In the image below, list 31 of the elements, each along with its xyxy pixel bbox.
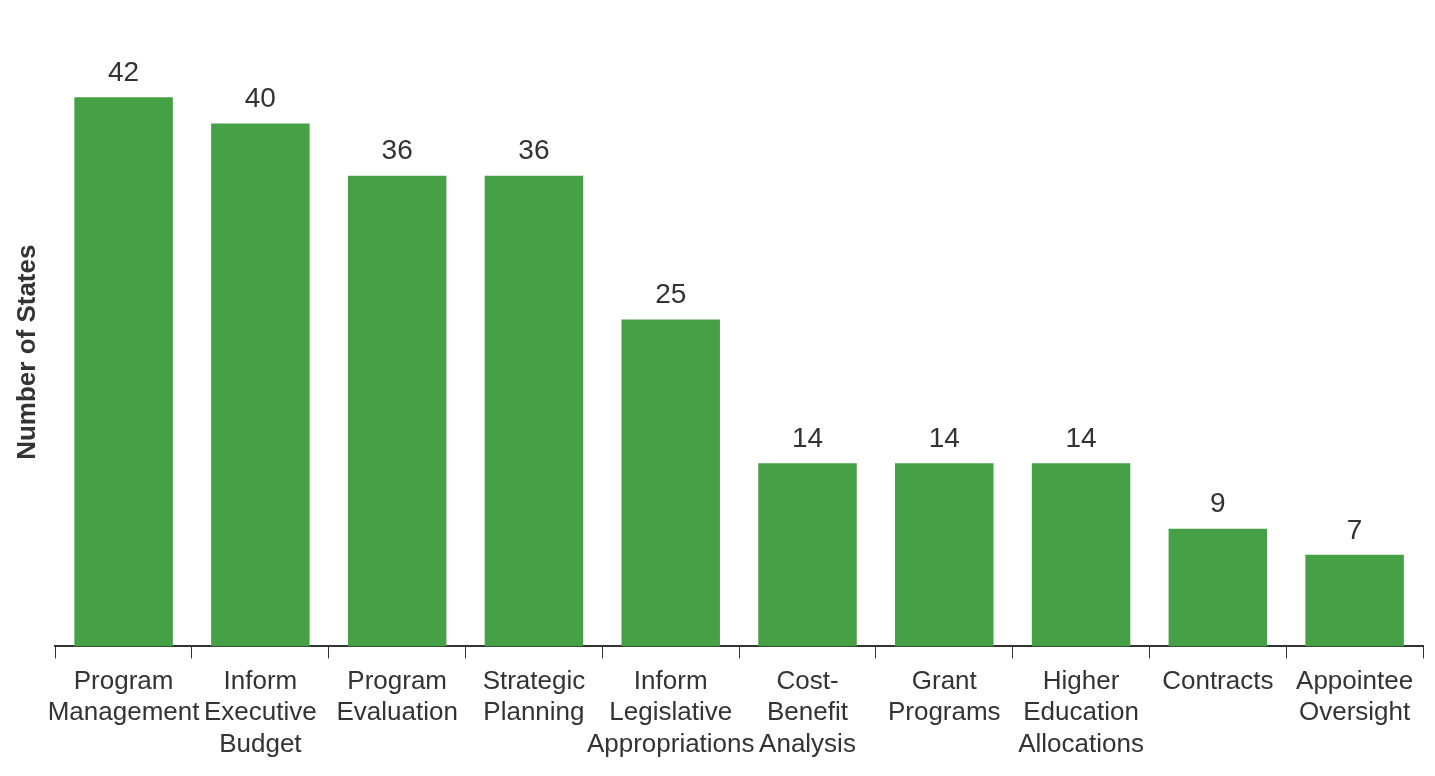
x-tick-label: Program Management <box>47 665 201 727</box>
bar <box>1168 528 1268 647</box>
data-label: 42 <box>108 55 140 87</box>
y-axis-title: Number of States <box>10 244 41 460</box>
x-tick-label: Appointee Oversight <box>1296 665 1414 727</box>
bar <box>758 463 857 647</box>
bar <box>1305 554 1404 647</box>
bar <box>484 175 584 647</box>
data-label: 14 <box>928 422 960 454</box>
data-label: 7 <box>1346 513 1363 545</box>
bar <box>211 123 310 647</box>
bar <box>347 175 447 647</box>
x-tick-label: Grant Programs <box>887 665 1001 727</box>
x-tick-label: Cost-Benefit Analysis <box>759 665 856 758</box>
x-tick-label: Program Evaluation <box>336 665 458 727</box>
x-tick-label: Contracts <box>1162 665 1274 696</box>
data-label: 36 <box>381 134 413 166</box>
bar <box>621 319 720 647</box>
data-label: 25 <box>655 278 687 310</box>
x-tick-label: Higher Education Allocations <box>1018 665 1144 758</box>
bar <box>895 463 994 647</box>
x-tick-label: Inform Legislative Appropriations <box>586 665 755 758</box>
x-tick-label: Inform Executive Budget <box>204 665 317 758</box>
bar <box>74 97 173 647</box>
x-tick-label: Strategic Planning <box>482 665 586 727</box>
data-label: 40 <box>244 82 276 114</box>
data-label: 36 <box>518 134 550 166</box>
bar <box>1031 463 1131 647</box>
data-label: 14 <box>791 422 824 454</box>
data-label: 14 <box>1065 422 1097 454</box>
data-label: 9 <box>1210 487 1226 519</box>
